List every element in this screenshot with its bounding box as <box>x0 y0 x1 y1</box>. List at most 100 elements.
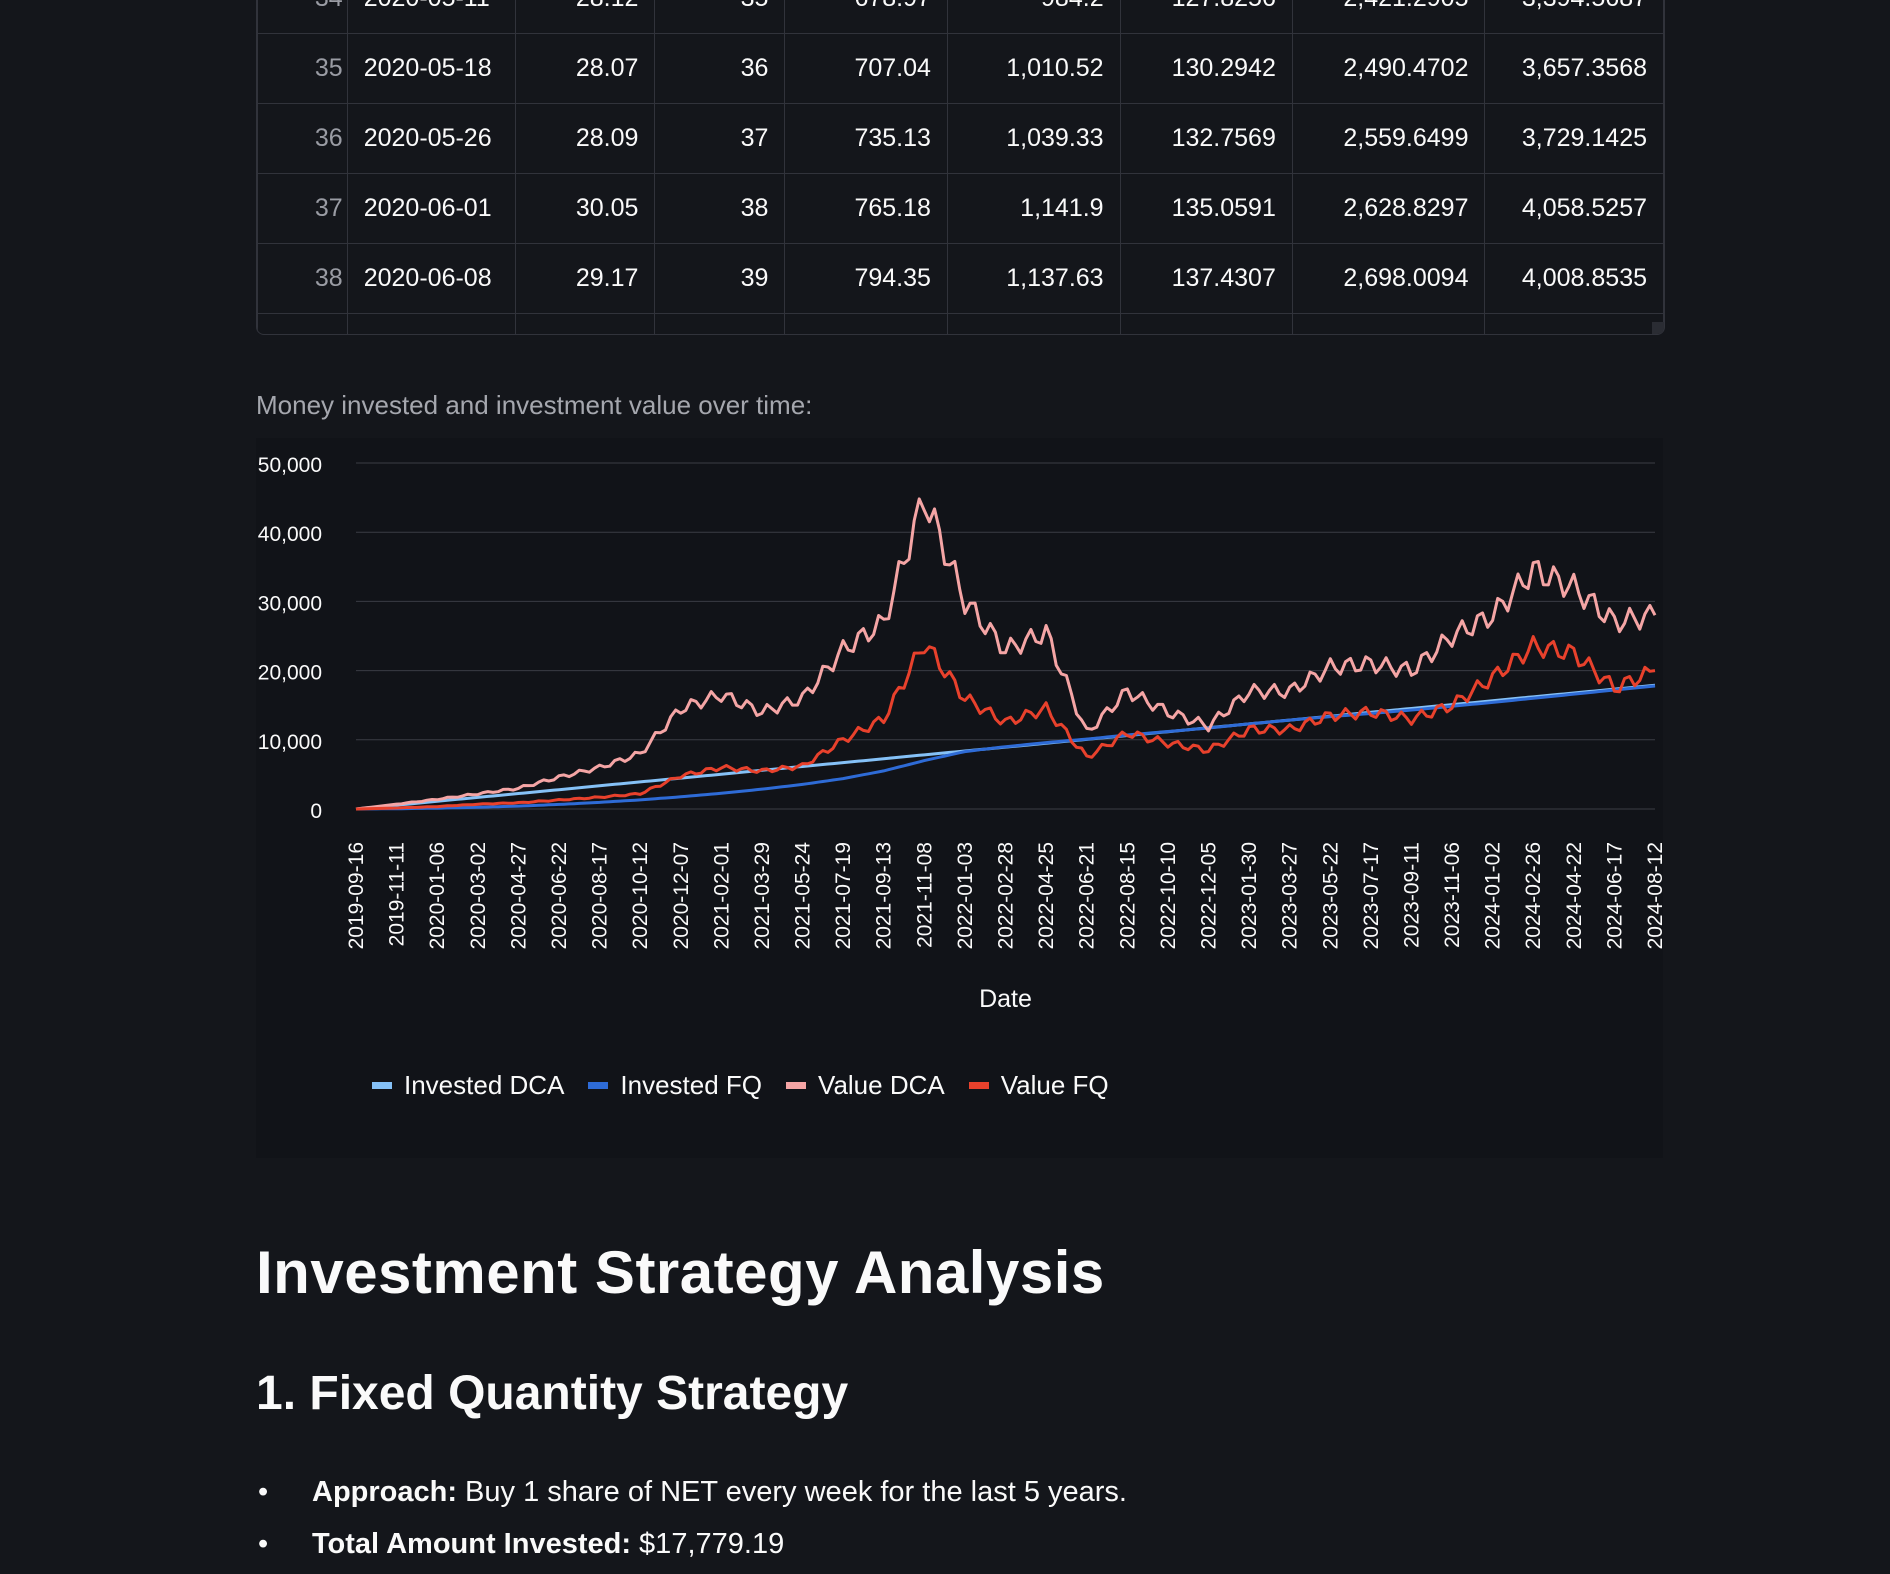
x-tick-label: 2021-09-13 <box>873 842 896 949</box>
x-tick-label: 2023-09-11 <box>1400 842 1423 948</box>
list-item: Approach: Buy 1 share of NET every week … <box>256 1470 1127 1522</box>
price-cell[interactable]: 28.09 <box>514 103 656 174</box>
empty-cell[interactable] <box>654 313 786 334</box>
legend-item-value-dca[interactable]: Value DCA <box>786 1070 945 1101</box>
value-fq-cell[interactable]: 3,729.1425 <box>1484 103 1664 174</box>
strategy-details: Approach: Buy 1 share of NET every week … <box>256 1470 1127 1574</box>
value-dca-cell[interactable]: 1,137.63 <box>946 243 1121 314</box>
invested-fq-cell[interactable]: 2,421.2905 <box>1291 0 1486 34</box>
date-cell[interactable]: 2020-06-08 <box>346 243 516 314</box>
invested-fq-cell[interactable]: 2,628.8297 <box>1291 173 1486 244</box>
table-row[interactable]: 38 2020-06-08 29.17 39 794.35 1,137.63 137.430… <box>257 243 1664 314</box>
legend-label: Value FQ <box>1000 1070 1109 1100</box>
shares-cell[interactable]: 39 <box>654 243 786 314</box>
price-cell[interactable]: 28.07 <box>514 33 656 104</box>
approach-text: Buy 1 share of NET every week for the la… <box>457 1476 1127 1508</box>
chart-caption: Money invested and investment value over… <box>256 390 813 420</box>
x-tick-label: 2023-05-22 <box>1319 842 1342 949</box>
date-cell[interactable]: 2020-05-18 <box>346 33 516 104</box>
x-tick-label: 2020-08-17 <box>589 842 612 949</box>
series-line-value-dca <box>355 497 1657 811</box>
x-tick-label: 2019-11-11 <box>386 842 409 946</box>
invested-dca-cell[interactable]: 765.18 <box>784 173 948 244</box>
price-cell[interactable]: 30.05 <box>514 173 656 244</box>
invested-fq-cell[interactable]: 2,698.0094 <box>1291 243 1486 314</box>
price-cell[interactable]: 29.17 <box>514 243 656 314</box>
table-resize-handle[interactable] <box>1652 322 1664 334</box>
value-dca-cell[interactable]: 1,039.33 <box>946 103 1121 174</box>
row-index[interactable]: 36 <box>257 103 348 174</box>
table-row[interactable] <box>257 313 1664 334</box>
line-chart[interactable]: 0 10,000 20,000 30,000 40,000 50,000 2019-09-1… <box>256 438 1667 1158</box>
invested-dca-cell[interactable]: 707.04 <box>784 33 948 104</box>
value-dca-cell[interactable]: 1,010.52 <box>946 33 1121 104</box>
invested-fq-cell[interactable]: 2,559.6499 <box>1291 103 1486 174</box>
empty-cell[interactable] <box>257 313 348 334</box>
invested-dca-cell[interactable]: 678.97 <box>784 0 948 34</box>
legend-item-invested-dca[interactable]: Invested DCA <box>372 1070 564 1101</box>
invested-dca-cell[interactable]: 735.13 <box>784 103 948 174</box>
shares-fq-cell[interactable]: 137.4307 <box>1119 243 1293 314</box>
empty-cell[interactable] <box>946 313 1121 334</box>
shares-cell[interactable]: 36 <box>654 33 786 104</box>
x-tick-label: 2023-01-30 <box>1238 842 1261 949</box>
x-tick-label: 2022-04-25 <box>1035 842 1058 949</box>
x-tick-label: 2024-01-02 <box>1482 842 1505 949</box>
x-tick-label: 2023-07-17 <box>1360 842 1383 949</box>
price-cell[interactable]: 28.12 <box>514 0 656 34</box>
value-fq-cell[interactable]: 3,394.5687 <box>1484 0 1664 34</box>
empty-cell[interactable] <box>346 313 516 334</box>
shares-fq-cell[interactable]: 127.8256 <box>1119 0 1293 34</box>
shares-fq-cell[interactable]: 130.2942 <box>1119 33 1293 104</box>
legend-swatch <box>968 1082 989 1089</box>
empty-cell[interactable] <box>784 313 948 334</box>
x-tick-label: 2019-09-16 <box>345 842 368 949</box>
x-tick-label: 2021-05-24 <box>792 842 815 950</box>
legend-item-invested-fq[interactable]: Invested FQ <box>588 1070 762 1101</box>
shares-cell[interactable]: 38 <box>654 173 786 244</box>
date-cell[interactable]: 2020-05-26 <box>346 103 516 174</box>
shares-fq-cell[interactable]: 132.7569 <box>1119 103 1293 174</box>
empty-cell[interactable] <box>514 313 656 334</box>
value-dca-cell[interactable]: 1,141.9 <box>946 173 1121 244</box>
value-dca-cell[interactable]: 984.2 <box>946 0 1121 34</box>
section-title: Investment Strategy Analysis <box>256 1239 1105 1306</box>
empty-cell[interactable] <box>1119 313 1293 334</box>
x-tick-label: 2024-06-17 <box>1603 842 1626 949</box>
chart-legend[interactable]: Invested DCA Invested FQ Value DCA Value FQ <box>372 1070 1133 1101</box>
shares-cell[interactable]: 37 <box>654 103 786 174</box>
value-fq-cell[interactable]: 3,657.3568 <box>1484 33 1664 104</box>
empty-cell[interactable] <box>1291 313 1486 334</box>
table-row[interactable]: 36 2020-05-26 28.09 37 735.13 1,039.33 132.756… <box>257 103 1664 174</box>
shares-fq-cell[interactable]: 135.0591 <box>1119 173 1293 244</box>
y-tick-label: 10,000 <box>258 731 322 754</box>
data-table[interactable]: 342020-05-1128.1235678.97984.2127.82562,… <box>256 0 1665 335</box>
row-index[interactable]: 37 <box>257 173 348 244</box>
invested-dca-cell[interactable]: 794.35 <box>784 243 948 314</box>
legend-swatch <box>588 1082 609 1089</box>
x-tick-label: 2023-03-27 <box>1279 842 1302 949</box>
value-fq-cell[interactable]: 4,058.5257 <box>1484 173 1664 244</box>
legend-label: Invested FQ <box>620 1070 763 1100</box>
list-item: Total Amount Invested: $17,779.19 <box>256 1522 1127 1574</box>
x-tick-label: 2021-02-01 <box>710 842 733 949</box>
table-row[interactable]: 342020-05-1128.1235678.97984.2127.82562,… <box>257 0 1664 34</box>
row-index[interactable]: 38 <box>257 243 348 314</box>
date-cell[interactable]: 2020-05-11 <box>346 0 516 34</box>
row-index[interactable]: 35 <box>257 33 348 104</box>
legend-label: Invested DCA <box>404 1070 565 1100</box>
table-row[interactable]: 37 2020-06-01 30.05 38 765.18 1,141.9 135.0591… <box>257 173 1664 244</box>
date-cell[interactable]: 2020-06-01 <box>346 173 516 244</box>
invested-fq-cell[interactable]: 2,490.4702 <box>1291 33 1486 104</box>
empty-cell[interactable] <box>1484 313 1664 334</box>
shares-cell[interactable]: 35 <box>654 0 786 34</box>
legend-item-value-fq[interactable]: Value FQ <box>968 1070 1109 1101</box>
row-index[interactable]: 34 <box>257 0 348 34</box>
value-fq-cell[interactable]: 4,008.8535 <box>1484 243 1664 314</box>
table-row[interactable]: 35 2020-05-18 28.07 36 707.04 1,010.52 130.294… <box>257 33 1664 104</box>
chart-canvas[interactable]: 0 10,000 20,000 30,000 40,000 50,000 2019-09-1… <box>256 438 1667 1158</box>
x-tick-label: 2020-01-06 <box>426 842 449 949</box>
x-tick-label: 2022-02-28 <box>995 842 1018 949</box>
x-tick-label: 2021-11-08 <box>913 842 936 948</box>
x-tick-label: 2020-12-07 <box>670 842 693 949</box>
